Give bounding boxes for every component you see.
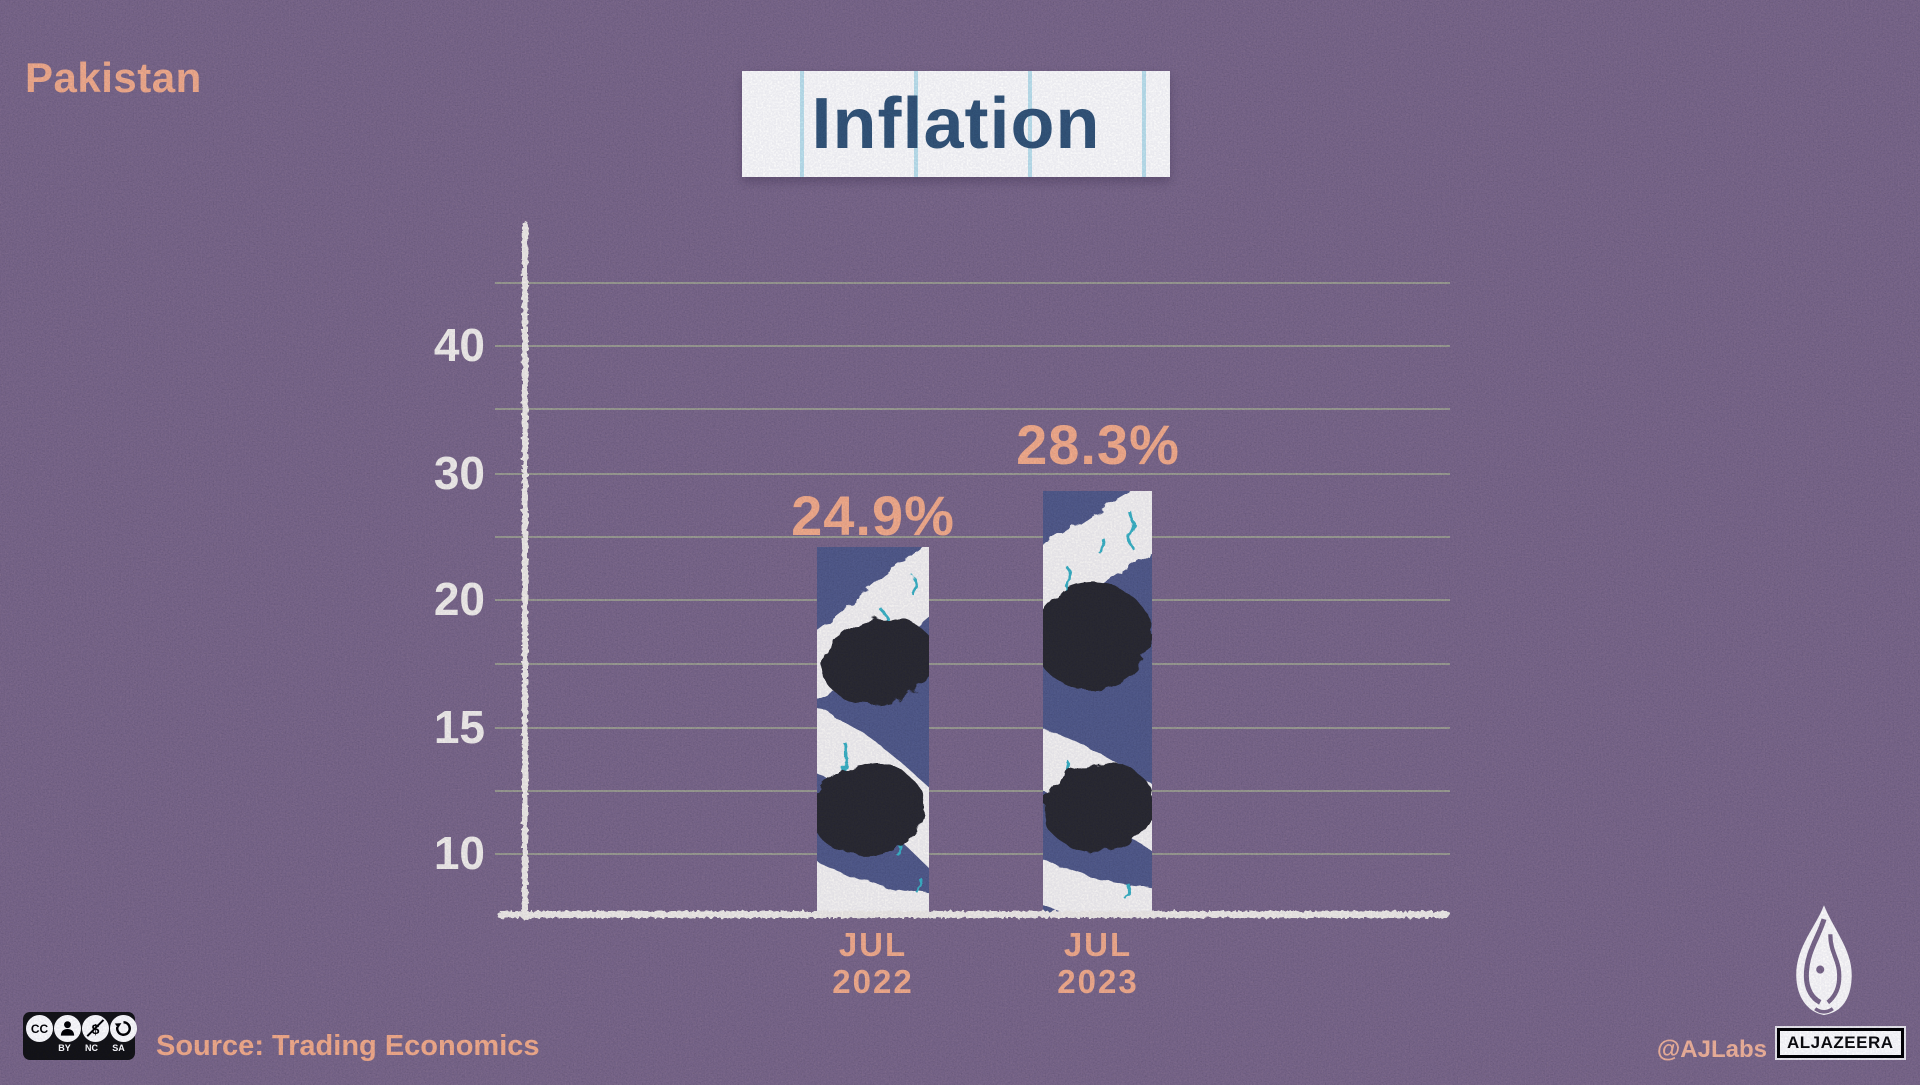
cc-sa-label: SA — [112, 1043, 125, 1053]
value-label-2022: 24.9% — [791, 484, 955, 547]
gridline — [495, 727, 1450, 729]
notebook-line — [1142, 71, 1146, 177]
cc-icon: CC — [26, 1015, 53, 1042]
value-label-2023: 28.3% — [1016, 413, 1180, 476]
cc-sa-arrow-icon — [110, 1015, 137, 1042]
x-label-jul-2022: JUL 2022 — [763, 926, 983, 1000]
y-tick-10: 10 — [433, 827, 485, 879]
x-axis-line — [497, 911, 1450, 918]
chart-title-box: Inflation — [742, 71, 1170, 177]
aljazeera-wordmark: ALJAZEERA — [1787, 1033, 1894, 1052]
y-tick-30: 30 — [433, 447, 485, 499]
chart-title: Inflation — [811, 84, 1101, 164]
aljazeera-wordmark-box: ALJAZEERA — [1777, 1028, 1904, 1058]
gridline — [495, 408, 1450, 410]
notebook-line — [800, 71, 804, 177]
country-label: Pakistan — [25, 54, 202, 101]
gridline — [495, 663, 1450, 665]
y-tick-15: 15 — [433, 701, 485, 753]
x-label-month: JUL — [1063, 926, 1133, 963]
ajlabs-credit: @AJLabs — [1656, 1036, 1767, 1063]
gridline — [495, 599, 1450, 601]
x-label-year: 2022 — [832, 963, 914, 1000]
x-label-year: 2023 — [1057, 963, 1139, 1000]
x-label-month: JUL — [838, 926, 908, 963]
bar-jul-2022 — [817, 547, 929, 917]
y-axis-line — [522, 221, 528, 920]
y-tick-40: 40 — [433, 319, 485, 371]
cc-by-label: BY — [58, 1043, 71, 1053]
gridline — [495, 282, 1450, 284]
bar-jul-2023 — [1043, 491, 1152, 917]
cc-by-person-icon — [54, 1015, 81, 1042]
gridline — [495, 790, 1450, 792]
cc-nc-label: NC — [85, 1043, 99, 1053]
gridline — [495, 473, 1450, 475]
cc-license-badge: CC $ BY NC SA — [23, 1012, 137, 1060]
y-tick-20: 20 — [433, 573, 485, 625]
x-label-jul-2023: JUL 2023 — [988, 926, 1208, 1000]
gridline — [495, 345, 1450, 347]
gridline — [495, 853, 1450, 855]
source-credit: Source: Trading Economics — [156, 1030, 540, 1062]
cc-icons-row: CC $ — [26, 1015, 137, 1042]
cc-nc-dollar-icon: $ — [82, 1015, 109, 1042]
aljazeera-flame-logo — [1796, 905, 1852, 1015]
cc-labels-row: BY NC SA — [26, 1043, 132, 1053]
